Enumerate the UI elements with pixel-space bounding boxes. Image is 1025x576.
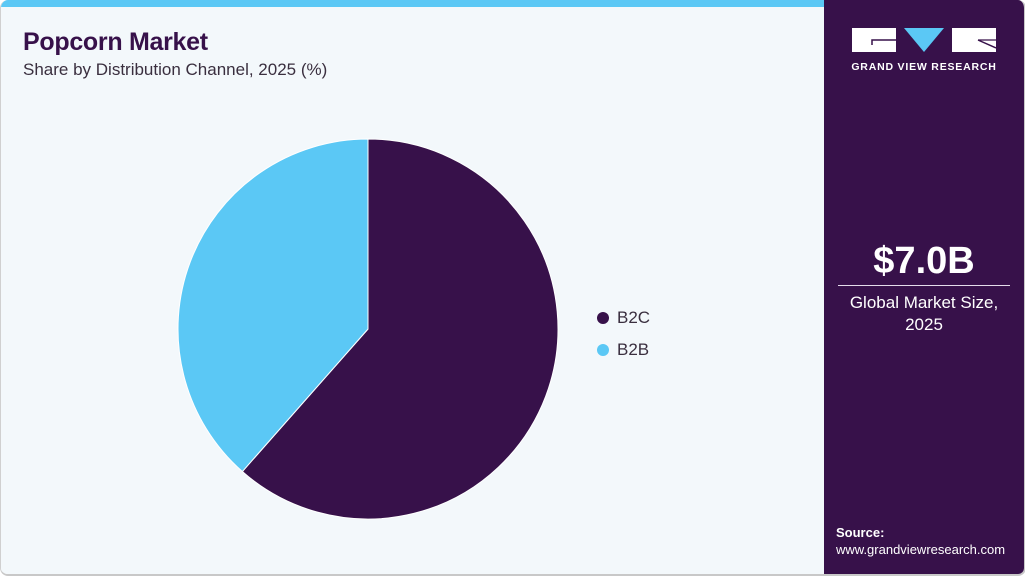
legend-label-b2c: B2C <box>617 308 651 327</box>
pie-chart <box>177 138 559 520</box>
legend-dot-b2c <box>597 312 609 324</box>
sidebar: GRAND VIEW RESEARCH $7.0B Global Market … <box>824 0 1024 574</box>
source-label: Source: <box>836 525 885 540</box>
legend: B2C B2B <box>597 302 650 366</box>
gvr-logo-icon <box>852 28 996 52</box>
brand-name: GRAND VIEW RESEARCH <box>851 61 997 73</box>
divider <box>838 285 1010 286</box>
chart-subtitle: Share by Distribution Channel, 2025 (%) <box>23 60 328 79</box>
chart-area: Popcorn Market Share by Distribution Cha… <box>1 0 824 574</box>
legend-label-b2b: B2B <box>617 340 650 359</box>
market-size-value: $7.0B <box>873 240 975 282</box>
market-size-label-line1: Global Market Size, <box>849 293 999 312</box>
legend-item-b2c: B2C <box>597 302 650 334</box>
market-size-label-line2: 2025 <box>905 315 943 334</box>
chart-title: Popcorn Market <box>23 28 208 56</box>
pie-slice-b2b <box>177 138 369 473</box>
source-link[interactable]: www.grandviewresearch.com <box>836 542 1006 557</box>
legend-dot-b2b <box>597 344 609 356</box>
pie-slice-b2c <box>241 138 559 520</box>
accent-bar <box>1 0 824 7</box>
legend-item-b2b: B2B <box>597 334 650 366</box>
market-size-label: Global Market Size, 2025 <box>824 292 1024 336</box>
